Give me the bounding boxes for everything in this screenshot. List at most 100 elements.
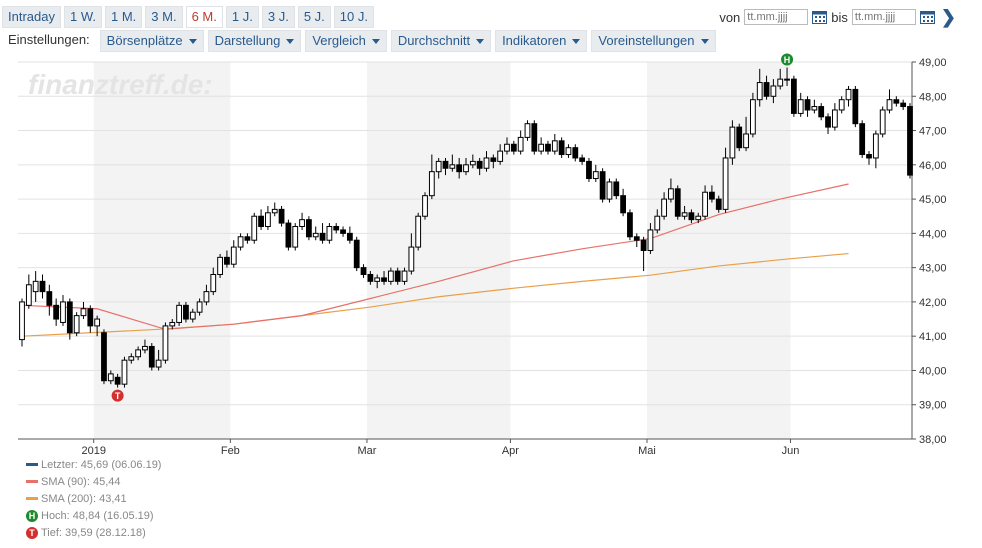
- legend-text: SMA (90): 45,44: [41, 475, 121, 488]
- calendar-icon[interactable]: [812, 10, 828, 24]
- candle-body: [292, 226, 299, 248]
- y-tick-label: 48,00: [919, 91, 947, 103]
- candle-body: [770, 85, 777, 97]
- range-tab-2[interactable]: 1 M.: [105, 6, 143, 28]
- candle-body: [545, 143, 551, 152]
- legend-swatch: [26, 497, 38, 500]
- candle-body: [715, 198, 722, 210]
- candle-body: [442, 160, 449, 169]
- candle-body: [114, 376, 121, 385]
- candle-body: [722, 157, 729, 210]
- price-chart: 49,00 48,00 47,00 46,00 45,00 44,00 43,00 42,00…: [18, 53, 947, 457]
- caret-down-icon: [371, 39, 380, 45]
- candle-body: [551, 140, 558, 152]
- candle-body: [251, 215, 258, 241]
- candle-body: [838, 99, 845, 111]
- candle-body: [524, 123, 531, 138]
- settings-menu-5[interactable]: Voreinstellungen: [591, 30, 716, 52]
- legend-swatch: [26, 463, 38, 466]
- settings-menu-4[interactable]: Indikatoren: [495, 30, 588, 52]
- candle-body: [19, 301, 25, 341]
- from-label: von: [719, 9, 741, 25]
- chevron-right-icon[interactable]: ❯: [940, 7, 956, 27]
- candle-body: [640, 239, 647, 252]
- candle-body: [763, 82, 770, 97]
- x-tick-label: 2019: [81, 445, 105, 457]
- range-tab-3[interactable]: 3 M.: [145, 6, 183, 28]
- settings-label: Einstellungen:: [8, 32, 90, 47]
- y-tick-label: 39,00: [919, 400, 947, 412]
- candle-body: [456, 164, 463, 173]
- low-marker-letter: T: [115, 391, 121, 401]
- candle-body: [258, 215, 264, 228]
- settings-menu-3[interactable]: Durchschnitt: [390, 30, 492, 52]
- candle-body: [32, 280, 39, 293]
- candle-body: [39, 280, 46, 293]
- candle-body: [592, 171, 599, 180]
- candle-body: [579, 157, 586, 162]
- candle-body: [353, 239, 360, 269]
- candle-body: [360, 267, 367, 275]
- candle-body: [333, 226, 340, 231]
- candle-body: [73, 315, 80, 334]
- candle-body: [531, 123, 538, 152]
- candle-body: [476, 160, 483, 169]
- calendar-icon[interactable]: [919, 10, 935, 24]
- candle-body: [210, 273, 217, 293]
- candle-body: [790, 78, 797, 114]
- candle-body: [750, 99, 756, 135]
- candle-body: [688, 212, 695, 221]
- chart-legend: Letzter: 45,69 (06.06.19) SMA (90): 45,44…: [26, 456, 161, 541]
- range-tab-6[interactable]: 3 J.: [261, 6, 295, 28]
- settings-menu-0[interactable]: Börsenplätze: [99, 30, 204, 52]
- x-tick-label: Jun: [782, 445, 800, 457]
- candle-body: [463, 164, 469, 173]
- y-tick-label: 46,00: [919, 160, 947, 172]
- candle-body: [408, 246, 415, 272]
- x-tick-label: Apr: [502, 445, 519, 457]
- candle-body: [743, 133, 749, 149]
- candle-body: [217, 256, 223, 275]
- settings-menu-label: Voreinstellungen: [598, 33, 695, 48]
- candle-body: [203, 291, 210, 303]
- y-tick-label: 44,00: [919, 228, 947, 240]
- candle-body: [340, 229, 346, 234]
- candle-body: [490, 157, 497, 162]
- candle-body: [94, 318, 101, 327]
- candle-body: [422, 195, 428, 217]
- candle-body: [804, 99, 811, 111]
- x-tick-label: Mar: [357, 445, 376, 457]
- to-date-input[interactable]: [851, 9, 916, 25]
- candle-body: [483, 157, 490, 169]
- candle-body: [736, 126, 743, 149]
- legend-swatch: [26, 480, 38, 483]
- candle-body: [66, 301, 73, 334]
- range-tab-1[interactable]: 1 W.: [63, 6, 102, 28]
- candle-body: [886, 99, 893, 111]
- y-tick-label: 49,00: [919, 57, 947, 69]
- candle-body: [510, 143, 517, 152]
- range-tab-8[interactable]: 10 J.: [333, 6, 374, 28]
- settings-menu-label: Vergleich: [312, 33, 366, 48]
- range-tab-0[interactable]: Intraday: [2, 6, 61, 28]
- range-tab-5[interactable]: 1 J.: [225, 6, 259, 28]
- month-band: [366, 62, 511, 439]
- from-date-input[interactable]: [744, 9, 809, 25]
- y-tick-label: 40,00: [919, 365, 947, 377]
- legend-item: Letzter: 45,69 (06.06.19): [26, 456, 161, 473]
- settings-menu-2[interactable]: Vergleich: [305, 30, 387, 52]
- range-tab-7[interactable]: 5 J.: [297, 6, 331, 28]
- candle-body: [852, 88, 859, 125]
- settings-menu-1[interactable]: Darstellung: [207, 30, 302, 52]
- settings-bar: Einstellungen: Börsenplätze Darstellung Ve…: [2, 30, 970, 52]
- candle-body: [469, 160, 476, 166]
- candle-body: [620, 195, 626, 214]
- range-tab-4[interactable]: 6 M.: [185, 6, 223, 28]
- caret-down-icon: [286, 39, 295, 45]
- candle-body: [367, 273, 374, 282]
- candle-body: [818, 106, 825, 118]
- sma200-line: [21, 252, 849, 337]
- candle-body: [381, 277, 387, 282]
- y-tick-label: 38,00: [919, 434, 947, 446]
- candle-body: [60, 301, 66, 323]
